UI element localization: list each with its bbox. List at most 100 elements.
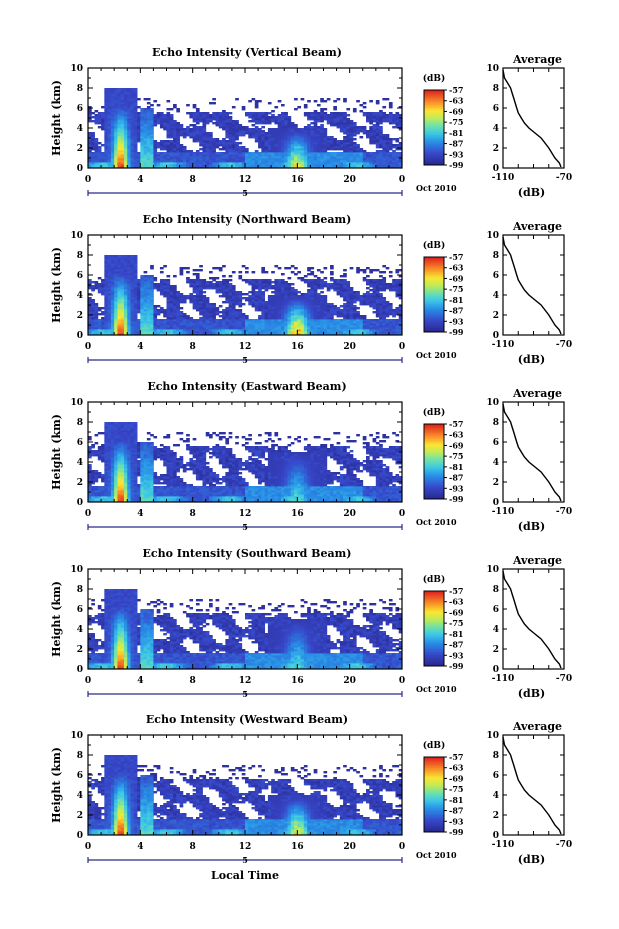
heatmap-cell (120, 118, 125, 121)
heatmap-cell (375, 158, 380, 161)
heatmap-cell (307, 293, 311, 296)
heatmap-cell (313, 124, 318, 127)
heatmap-cell (215, 283, 220, 286)
heatmap-cell (398, 160, 403, 163)
heatmap-cell (245, 327, 249, 330)
heatmap-cell (369, 116, 373, 119)
heatmap-cell (326, 327, 331, 330)
heatmap-cell (336, 158, 341, 161)
heatmap-cell (222, 156, 226, 159)
heatmap-cell (123, 100, 128, 103)
heatmap-cell (153, 305, 158, 308)
heatmap-cell (166, 287, 171, 290)
heatmap-cell (153, 279, 158, 282)
heatmap-cell (212, 152, 216, 155)
heatmap-cell (159, 293, 164, 296)
heatmap-cell (120, 100, 125, 103)
heatmap-cell (313, 293, 318, 296)
heatmap-cell (130, 138, 135, 141)
heatmap-cell (182, 128, 187, 131)
heatmap-cell (163, 146, 167, 149)
heatmap-cell (117, 142, 122, 145)
heatmap-cell (212, 279, 216, 282)
heatmap-cell (153, 325, 158, 328)
heatmap-cell (313, 158, 318, 161)
heatmap-cell (140, 293, 144, 296)
heatmap-cell (91, 136, 95, 139)
heatmap-cell (326, 144, 331, 147)
heatmap-cell (186, 329, 190, 332)
heatmap-cell (202, 297, 207, 300)
heatmap-cell (189, 299, 194, 302)
heatmap-cell (169, 311, 174, 314)
heatmap-cell (130, 279, 135, 282)
heatmap-cell (284, 317, 288, 320)
heatmap-cell (209, 327, 213, 330)
heatmap-cell (133, 142, 138, 145)
heatmap-cell (307, 303, 311, 306)
heatmap-cell (280, 156, 285, 159)
heatmap-cell (372, 132, 377, 135)
heatmap-cell (202, 140, 207, 143)
heatmap-cell (146, 305, 151, 308)
heatmap-cell (205, 154, 210, 157)
heatmap-cell (114, 285, 118, 288)
heatmap-cell (205, 150, 210, 153)
heatmap-cell (179, 313, 184, 316)
heatmap-cell (235, 144, 239, 147)
heatmap-cell (150, 297, 154, 300)
heatmap-cell (294, 162, 298, 165)
heatmap-cell (310, 315, 315, 318)
heatmap-cell (379, 130, 383, 133)
heatmap-cell (159, 319, 164, 322)
heatmap-cell (182, 323, 187, 326)
heatmap-cell (294, 303, 298, 306)
heatmap-cell (277, 126, 282, 129)
heatmap-cell (215, 325, 220, 328)
heatmap-cell (143, 275, 148, 278)
heatmap-cell (375, 136, 380, 139)
heatmap-cell (320, 140, 324, 143)
heatmap-cell (235, 124, 239, 127)
heatmap-cell (264, 166, 269, 169)
heatmap-cell (316, 166, 321, 169)
heatmap-cell (271, 291, 275, 294)
heatmap-cell (199, 142, 203, 145)
heatmap-cell (287, 134, 292, 137)
heatmap-cell (352, 108, 357, 111)
heatmap-cell (133, 140, 138, 143)
colorbar-swatch (424, 97, 444, 100)
heatmap-cell (202, 333, 207, 336)
heatmap-cell (104, 333, 109, 336)
heatmap-cell (156, 329, 161, 332)
heatmap-cell (130, 134, 135, 137)
heatmap-cell (159, 120, 164, 123)
heatmap-cell (153, 156, 158, 159)
heatmap-cell (258, 142, 262, 145)
heatmap-cell (264, 112, 269, 115)
heatmap-cell (199, 291, 203, 294)
heatmap-cell (366, 130, 370, 133)
heatmap-cell (320, 281, 324, 284)
heatmap-cell (241, 148, 246, 151)
heatmap-cell (346, 148, 351, 151)
heatmap-cell (205, 162, 210, 165)
heatmap-cell (212, 112, 216, 115)
heatmap-cell (326, 114, 331, 117)
heatmap-cell (261, 309, 266, 312)
heatmap-cell (254, 297, 259, 300)
heatmap-cell (150, 140, 154, 143)
heatmap-cell (123, 331, 128, 334)
heatmap-cell (339, 154, 344, 157)
heatmap-cell (330, 327, 334, 330)
heatmap-cell (392, 126, 396, 129)
heatmap-cell (199, 327, 203, 330)
heatmap-cell (261, 319, 266, 322)
heatmap-cell (209, 325, 213, 328)
heatmap-cell (130, 152, 135, 155)
heatmap-cell (323, 138, 328, 141)
heatmap-cell (287, 283, 292, 286)
heatmap-cell (290, 325, 295, 328)
heatmap-cell (238, 313, 243, 316)
heatmap-cell (120, 321, 125, 324)
